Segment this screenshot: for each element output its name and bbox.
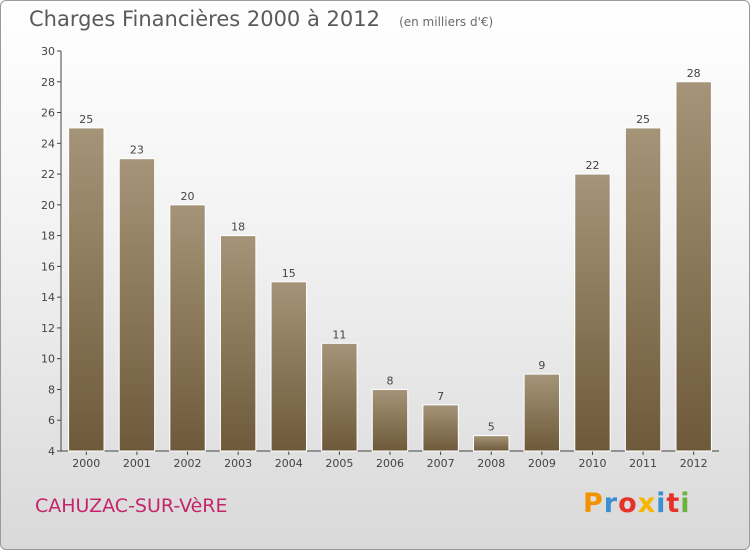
- data-label: 11: [332, 328, 346, 341]
- y-tick-label: 6: [48, 414, 55, 427]
- data-label: 25: [636, 113, 650, 126]
- axes: 4 6 8 10 12 14 16 18 20 22 24 26 28 30 2000 2001 2002 200…: [41, 45, 719, 470]
- x-tick-label: 2006: [376, 457, 404, 470]
- y-tick-label: 16: [41, 260, 55, 273]
- data-label: 5: [488, 421, 495, 434]
- proxiti-logo: Proxiti: [583, 488, 691, 519]
- bar: [473, 435, 510, 452]
- bar: [675, 81, 712, 452]
- x-tick-label: 2007: [427, 457, 455, 470]
- data-label: 9: [538, 359, 545, 372]
- data-label: 7: [437, 390, 444, 403]
- y-tick-label: 20: [41, 199, 55, 212]
- x-tick-label: 2004: [275, 457, 303, 470]
- data-label: 25: [79, 113, 93, 126]
- x-tick-label: 2008: [477, 457, 505, 470]
- y-tick-label: 10: [41, 353, 55, 366]
- x-tick-label: 2012: [680, 457, 708, 470]
- data-labels: 25 23 20 18 15 11 8 7 5 9 22 25 28: [79, 67, 700, 434]
- bar: [118, 158, 156, 452]
- logo-letter: x: [637, 488, 657, 519]
- bar: [371, 388, 409, 452]
- x-tick-label: 2005: [325, 457, 353, 470]
- data-label: 15: [282, 267, 296, 280]
- y-tick-label: 18: [41, 230, 55, 243]
- y-tick-label: 30: [41, 45, 55, 58]
- x-tick-label: 2000: [72, 457, 100, 470]
- x-tick-label: 2003: [224, 457, 252, 470]
- title-row: Charges Financières 2000 à 2012 (en mill…: [29, 7, 493, 31]
- data-label: 28: [687, 67, 701, 80]
- x-tick-label: 2009: [528, 457, 556, 470]
- logo-letter: i: [680, 488, 691, 519]
- x-tick-label: 2010: [578, 457, 606, 470]
- data-label: 22: [585, 159, 599, 172]
- commune-name: CAHUZAC-SUR-VèRE: [35, 495, 228, 517]
- y-tick-label: 4: [48, 445, 55, 458]
- bar: [169, 204, 206, 452]
- x-tick-label: 2002: [174, 457, 202, 470]
- y-tick-label: 24: [41, 137, 55, 150]
- y-tick-label: 22: [41, 168, 55, 181]
- logo-letter: t: [666, 488, 681, 519]
- bar: [270, 281, 307, 452]
- y-tick-label: 28: [41, 76, 55, 89]
- logo-letter: i: [656, 488, 667, 519]
- logo-letter: P: [583, 488, 604, 519]
- y-tick-label: 12: [41, 322, 55, 335]
- x-tick-label: 2001: [123, 457, 151, 470]
- data-label: 20: [181, 190, 195, 203]
- bar: [523, 373, 561, 452]
- bar: [422, 404, 459, 452]
- bar: [574, 173, 611, 452]
- logo-letter: o: [618, 488, 638, 519]
- bar: [219, 235, 257, 452]
- data-label: 18: [231, 221, 245, 234]
- chart-unit: (en milliers d'€): [399, 15, 494, 29]
- chart-title: Charges Financières 2000 à 2012: [29, 7, 380, 31]
- bar: [321, 342, 358, 452]
- y-tick-label: 26: [41, 107, 55, 120]
- bar: [624, 127, 662, 452]
- bar: [68, 127, 105, 452]
- data-label: 23: [130, 144, 144, 157]
- bars: [68, 81, 712, 452]
- y-tick-label: 14: [41, 291, 55, 304]
- y-tick-label: 8: [48, 383, 55, 396]
- logo-letter: r: [603, 488, 619, 519]
- x-tick-label: 2011: [629, 457, 657, 470]
- data-label: 8: [387, 374, 394, 387]
